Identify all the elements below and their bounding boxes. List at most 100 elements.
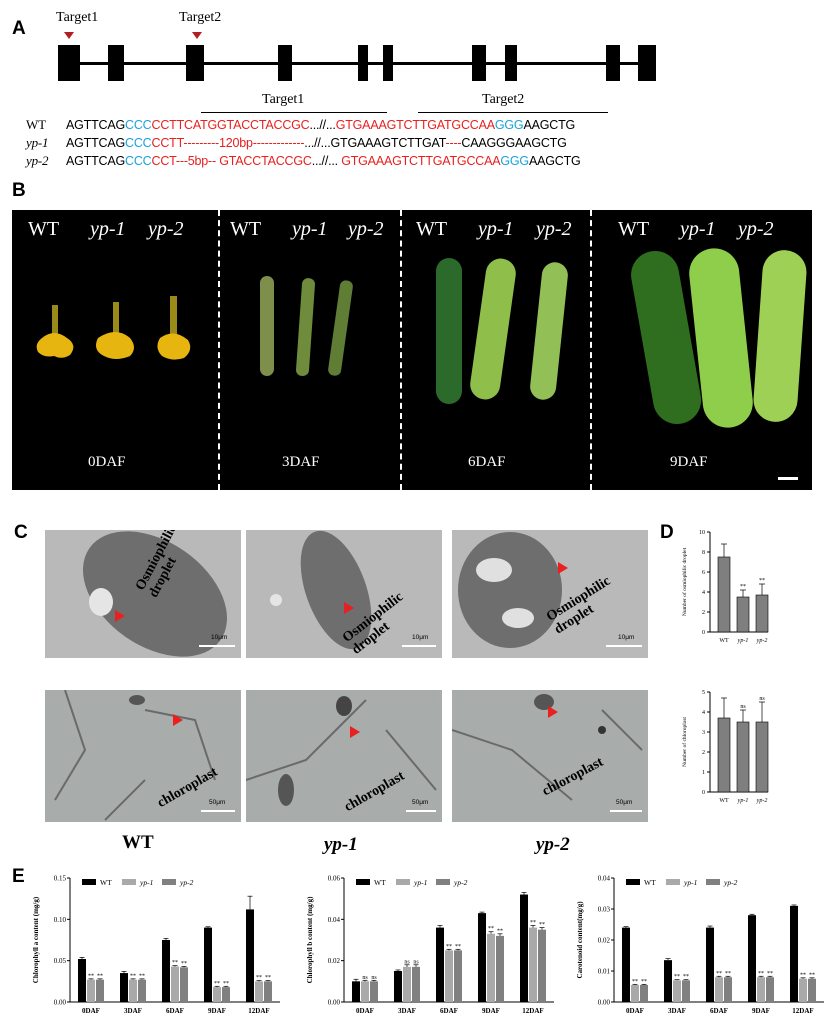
x-tick-label: yp-2 — [756, 638, 768, 644]
significance-label: ** — [674, 974, 680, 980]
y-tick-label: 6 — [702, 570, 705, 576]
x-tick-label: WT — [719, 638, 729, 644]
x-tick-label: 3DAF — [398, 1007, 416, 1015]
flower-icon — [36, 305, 74, 358]
legend-swatch — [122, 879, 136, 885]
significance-label: ** — [800, 972, 806, 978]
genotype-caption: yp-2 — [536, 834, 570, 855]
scale-label: 50μm — [412, 799, 429, 806]
x-tick-label: 9DAF — [208, 1007, 226, 1015]
significance-label: ns — [413, 959, 419, 965]
genotype-label: yp-2 — [148, 218, 184, 240]
sequence-row: yp-1 AGTTCAGCCCCCTT---------120bp--------… — [26, 135, 567, 151]
target1-marker-label: Target1 — [56, 10, 99, 25]
genotype-label: WT — [416, 218, 448, 240]
genotype-label: yp-1 — [680, 218, 716, 240]
y-tick-label: 0.15 — [54, 875, 67, 883]
bar — [790, 905, 798, 1002]
cucumber-icon — [689, 248, 753, 428]
sequence-segment: CCC — [125, 154, 152, 168]
bar — [370, 981, 378, 1002]
bar — [496, 935, 504, 1002]
significance-label: ns — [759, 696, 765, 702]
legend-label: yp-2 — [723, 878, 738, 887]
bar — [246, 909, 254, 1002]
exon — [505, 45, 517, 81]
sequence-segment: GGG — [500, 154, 529, 168]
y-tick-label: 0.02 — [328, 957, 341, 965]
x-tick-label: 9DAF — [482, 1007, 500, 1015]
bar — [682, 980, 690, 1002]
sequence-row: yp-2 AGTTCAGCCCCCT---5bp-- GTACCTACCGC...… — [26, 153, 581, 169]
young-fruit-icon — [296, 278, 315, 376]
x-tick-label: 6DAF — [710, 1007, 728, 1015]
cucumber-icon — [470, 258, 516, 400]
bar — [352, 981, 360, 1002]
bar — [755, 594, 769, 633]
y-tick-label: 4 — [702, 710, 705, 716]
bar — [204, 927, 212, 1002]
significance-label: ** — [455, 944, 461, 950]
legend-swatch — [626, 879, 640, 885]
exon — [606, 45, 620, 81]
significance-label: ** — [632, 979, 638, 985]
genotype-label: yp-1 — [292, 218, 328, 240]
tem-image-yp1-bottom: chloroplast 50μm — [246, 690, 442, 822]
panel-letter-c: C — [14, 522, 28, 543]
legend-swatch — [162, 879, 176, 885]
y-tick-label: 0 — [702, 630, 705, 636]
significance-label: ns — [740, 704, 746, 710]
chart-chlorophyll-a: 0.00 0.05 0.10 0.15 Chlorophyll a content (m… — [32, 875, 280, 1015]
legend-swatch — [666, 879, 680, 885]
significance-label: ** — [740, 584, 746, 590]
y-tick-label: 0.06 — [328, 875, 341, 883]
significance-label: ** — [767, 971, 773, 977]
sequence-segment: ...//...GTGAAAGTCTTGAT — [304, 136, 446, 150]
bar — [138, 979, 146, 1002]
legend-swatch — [436, 879, 450, 885]
tem-image-yp1-top: Osmiophilic droplet 10μm — [246, 530, 442, 658]
tem-image-yp2-top: Osmiophilic droplet 10μm — [452, 530, 648, 658]
bar — [755, 721, 769, 793]
bar — [640, 984, 648, 1002]
scale-label: 10μm — [211, 634, 228, 641]
bar — [403, 966, 411, 1002]
y-tick-label: 0.03 — [598, 906, 611, 914]
significance-label: ** — [683, 974, 689, 980]
day-label: 0DAF — [88, 454, 126, 470]
bar — [454, 950, 462, 1002]
genotype-label: yp-1 — [478, 218, 514, 240]
target1-bracket — [201, 112, 387, 113]
genotype-caption: WT — [122, 832, 154, 853]
y-tick-label: 10 — [699, 530, 705, 536]
arrow-icon — [350, 726, 360, 738]
sequence-segment: AAGCTG — [523, 118, 576, 132]
significance-label: ** — [97, 973, 103, 979]
target1-bracket-label: Target1 — [262, 92, 305, 107]
bar — [180, 967, 188, 1002]
sequence-segment: CAAGGGAAGCTG — [461, 136, 567, 150]
chart-chloroplast-number: 0 1 2 3 4 5 Number of chloroplast WT ns yp-1 ns yp-… — [681, 690, 769, 804]
significance-label: ns — [404, 959, 410, 965]
scale-bar — [606, 645, 642, 647]
bar — [436, 927, 444, 1002]
legend-label: yp-2 — [453, 878, 468, 887]
y-tick-label: 0.00 — [54, 999, 67, 1007]
bar — [622, 927, 630, 1002]
chart-carotenoid: 0.00 0.01 0.02 0.03 0.04 Carotenoid content(m… — [576, 875, 824, 1015]
arrow-icon — [558, 562, 568, 574]
cucumber-icon — [631, 250, 702, 425]
legend-swatch — [82, 879, 96, 885]
bar — [487, 933, 495, 1002]
significance-label: ** — [223, 981, 229, 987]
sequence-segment: AAGCTG — [528, 154, 581, 168]
bar — [445, 950, 453, 1002]
sequence-row: WT AGTTCAGCCCCCTTCATGGTACCTACCGC...//...G… — [26, 117, 575, 133]
y-tick-label: 0.00 — [598, 999, 611, 1007]
bar — [255, 981, 263, 1002]
significance-label: ** — [181, 961, 187, 967]
legend-label: WT — [644, 878, 656, 887]
bar — [538, 929, 546, 1002]
y-tick-label: 2 — [702, 610, 705, 616]
significance-label: ** — [758, 971, 764, 977]
